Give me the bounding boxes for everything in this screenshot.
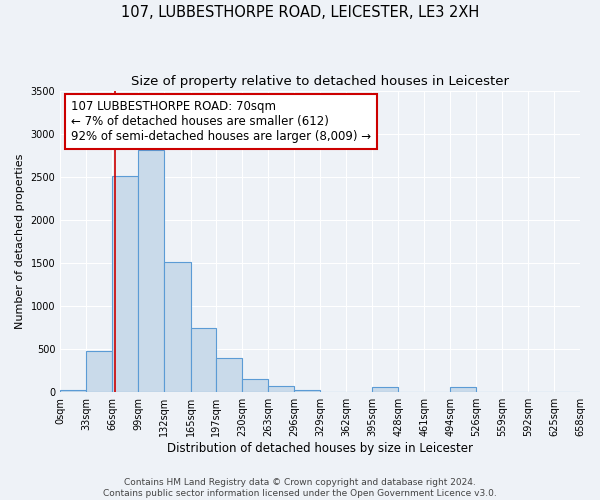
Bar <box>216 358 242 392</box>
Bar <box>294 390 320 392</box>
Y-axis label: Number of detached properties: Number of detached properties <box>15 154 25 329</box>
Bar <box>112 176 139 392</box>
Title: Size of property relative to detached houses in Leicester: Size of property relative to detached ho… <box>131 75 509 88</box>
X-axis label: Distribution of detached houses by size in Leicester: Distribution of detached houses by size … <box>167 442 473 455</box>
Bar <box>60 390 86 392</box>
Bar <box>268 386 294 392</box>
Bar <box>164 262 191 392</box>
Bar <box>139 150 164 392</box>
Text: 107, LUBBESTHORPE ROAD, LEICESTER, LE3 2XH: 107, LUBBESTHORPE ROAD, LEICESTER, LE3 2… <box>121 5 479 20</box>
Text: Contains HM Land Registry data © Crown copyright and database right 2024.
Contai: Contains HM Land Registry data © Crown c… <box>103 478 497 498</box>
Bar <box>372 388 398 392</box>
Bar <box>242 380 268 392</box>
Text: 107 LUBBESTHORPE ROAD: 70sqm
← 7% of detached houses are smaller (612)
92% of se: 107 LUBBESTHORPE ROAD: 70sqm ← 7% of det… <box>71 100 371 142</box>
Bar <box>451 388 476 392</box>
Bar <box>191 328 216 392</box>
Bar <box>86 351 112 392</box>
